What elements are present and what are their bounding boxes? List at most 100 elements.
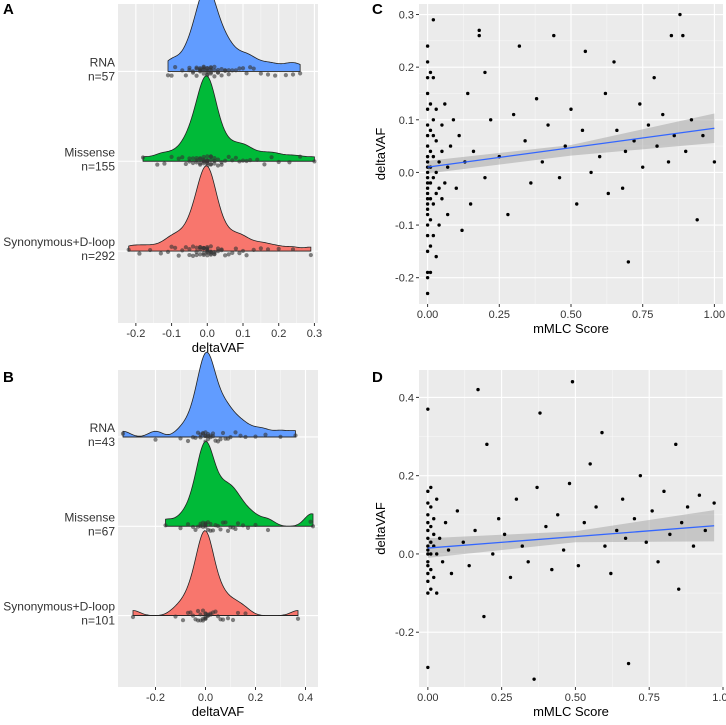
data-point	[187, 159, 192, 164]
data-point	[623, 536, 628, 540]
data-point	[552, 33, 556, 38]
data-point	[215, 70, 221, 75]
data-point	[476, 387, 480, 392]
data-point	[506, 212, 510, 217]
data-point	[426, 665, 430, 670]
data-point	[679, 520, 684, 525]
data-point	[425, 170, 430, 175]
data-point	[620, 186, 625, 190]
data-point	[428, 244, 433, 248]
data-point	[468, 202, 473, 206]
data-point	[589, 170, 593, 175]
data-point	[201, 71, 206, 76]
y-tick-label: 0.4	[399, 392, 414, 404]
data-point	[205, 158, 210, 163]
data-point	[428, 197, 433, 201]
data-point	[691, 544, 696, 548]
data-point	[208, 162, 213, 167]
data-point	[198, 252, 203, 257]
data-point	[176, 156, 181, 161]
data-point	[428, 102, 433, 106]
data-point	[248, 158, 253, 163]
data-point	[435, 591, 439, 595]
data-point	[218, 437, 223, 442]
group-n-label: n=101	[81, 614, 115, 628]
data-point	[431, 175, 436, 180]
data-point	[295, 616, 301, 621]
data-point	[429, 552, 433, 556]
data-point	[190, 613, 196, 618]
data-point	[185, 522, 191, 527]
data-point	[233, 68, 238, 73]
data-point	[443, 520, 448, 525]
data-point	[140, 155, 146, 160]
data-point	[237, 66, 242, 71]
x-tick-label: 0.00	[417, 692, 438, 704]
data-point	[437, 160, 441, 164]
data-point	[582, 520, 586, 525]
x-tick-label: -0.2	[126, 328, 145, 340]
data-point	[440, 149, 444, 154]
data-point	[212, 161, 217, 166]
data-point	[425, 275, 430, 280]
data-point	[425, 160, 430, 164]
data-point	[485, 442, 489, 447]
data-point	[606, 191, 610, 196]
data-point	[612, 60, 616, 64]
data-point	[429, 505, 433, 509]
panel-letter: C	[372, 1, 383, 18]
x-tick-label: 1.00	[712, 692, 726, 704]
data-point	[188, 610, 193, 615]
data-point	[563, 144, 567, 148]
data-point	[169, 73, 174, 78]
data-point	[218, 527, 223, 532]
data-point	[230, 68, 235, 73]
data-point	[169, 244, 174, 249]
x-tick-label: 0.0	[198, 692, 213, 704]
data-point	[212, 252, 217, 257]
data-point	[661, 112, 665, 117]
data-point	[461, 540, 465, 544]
data-point	[276, 159, 281, 165]
data-point	[603, 544, 607, 548]
data-point	[198, 156, 203, 162]
data-point	[544, 524, 548, 529]
data-point	[194, 249, 199, 255]
data-point	[538, 411, 542, 415]
data-point	[153, 437, 158, 442]
y-tick-label: 0.0	[399, 167, 414, 179]
data-point	[200, 608, 206, 613]
data-point	[575, 202, 579, 206]
data-point	[425, 133, 430, 138]
data-point	[445, 212, 450, 217]
data-point	[695, 218, 699, 222]
data-point	[178, 526, 183, 531]
data-point	[165, 73, 171, 78]
data-point	[269, 155, 274, 160]
regression-line	[427, 127, 715, 168]
group-name: RNA	[90, 421, 115, 435]
data-point	[546, 123, 550, 127]
data-point	[626, 260, 631, 264]
data-point	[425, 181, 430, 185]
y-tick-label: -0.2	[395, 627, 414, 639]
x-tick-label: 0.75	[639, 692, 660, 704]
data-point	[600, 430, 604, 435]
data-point	[245, 525, 251, 530]
data-point	[535, 485, 539, 490]
data-point	[290, 72, 296, 77]
data-point	[431, 118, 436, 122]
data-point	[425, 186, 430, 190]
data-point	[201, 245, 206, 251]
data-point	[215, 163, 221, 168]
data-point	[431, 233, 436, 238]
data-point	[428, 128, 433, 133]
data-point	[183, 161, 188, 167]
data-point	[428, 70, 433, 75]
data-point	[426, 579, 430, 584]
x-tick-label: 0.2	[248, 692, 263, 704]
data-point	[597, 154, 602, 159]
y-tick-label: 0.3	[399, 10, 414, 22]
